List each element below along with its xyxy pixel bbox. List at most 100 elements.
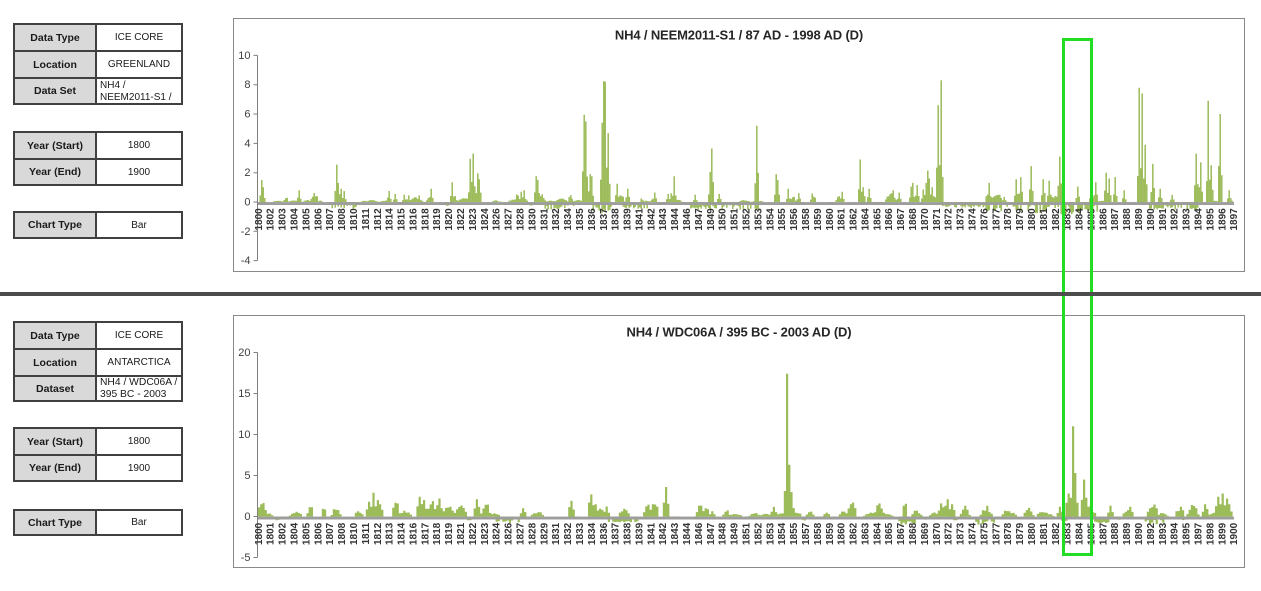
svg-text:1873: 1873 (956, 522, 967, 545)
svg-text:1876: 1876 (979, 208, 990, 231)
svg-text:1864: 1864 (872, 522, 883, 545)
svg-text:1841: 1841 (634, 208, 645, 231)
svg-text:1875: 1875 (979, 522, 990, 545)
svg-text:1834: 1834 (563, 208, 574, 231)
svg-text:1893: 1893 (1158, 522, 1169, 545)
svg-text:1821: 1821 (456, 522, 467, 545)
svg-text:1827: 1827 (516, 522, 527, 545)
svg-text:1830: 1830 (527, 208, 538, 231)
svg-text:1811: 1811 (361, 522, 372, 544)
svg-text:1811: 1811 (361, 208, 372, 230)
svg-text:1873: 1873 (956, 208, 967, 231)
svg-text:NH4 / NEEM2011-S1 / 87 AD - 19: NH4 / NEEM2011-S1 / 87 AD - 1998 AD (D) (615, 28, 863, 43)
svg-text:1816: 1816 (408, 208, 419, 231)
svg-text:5: 5 (244, 470, 250, 482)
svg-text:1836: 1836 (587, 208, 598, 231)
svg-text:1872: 1872 (944, 208, 955, 231)
svg-text:1891: 1891 (1158, 208, 1169, 231)
svg-text:1847: 1847 (694, 208, 705, 231)
svg-text:1822: 1822 (456, 208, 467, 231)
svg-text:1849: 1849 (730, 522, 741, 545)
svg-text:1822: 1822 (468, 522, 479, 545)
svg-text:1890: 1890 (1134, 522, 1145, 545)
svg-text:1894: 1894 (1170, 522, 1181, 545)
svg-text:1856: 1856 (789, 208, 800, 231)
svg-text:1824: 1824 (492, 522, 503, 545)
svg-text:1805: 1805 (301, 208, 312, 231)
svg-text:1874: 1874 (968, 522, 979, 545)
svg-text:1850: 1850 (718, 208, 729, 231)
svg-text:1819: 1819 (444, 522, 455, 545)
svg-text:1883: 1883 (1063, 208, 1074, 231)
svg-text:1858: 1858 (801, 208, 812, 231)
svg-text:1818: 1818 (432, 522, 443, 545)
svg-text:1860: 1860 (825, 208, 836, 231)
svg-text:1802: 1802 (278, 522, 289, 545)
svg-text:1888: 1888 (1110, 522, 1121, 545)
svg-text:1813: 1813 (385, 522, 396, 545)
svg-text:1892: 1892 (1146, 522, 1157, 545)
svg-text:1887: 1887 (1110, 208, 1121, 231)
svg-text:1810: 1810 (349, 208, 360, 231)
svg-text:1857: 1857 (801, 522, 812, 545)
svg-text:1895: 1895 (1205, 208, 1216, 231)
svg-text:10: 10 (238, 50, 250, 62)
svg-text:1897: 1897 (1194, 522, 1205, 545)
svg-text:1881: 1881 (1039, 208, 1050, 231)
svg-text:1800: 1800 (254, 522, 265, 545)
svg-text:1870: 1870 (920, 208, 931, 231)
svg-text:1806: 1806 (313, 208, 324, 231)
svg-text:1814: 1814 (397, 522, 408, 545)
svg-text:1826: 1826 (492, 208, 503, 231)
svg-text:1846: 1846 (682, 208, 693, 231)
svg-text:1831: 1831 (551, 522, 562, 545)
svg-text:1854: 1854 (765, 208, 776, 231)
svg-text:1804: 1804 (290, 208, 301, 231)
svg-text:1893: 1893 (1182, 208, 1193, 231)
svg-text:1867: 1867 (896, 522, 907, 545)
svg-text:1801: 1801 (266, 522, 277, 545)
svg-text:1853: 1853 (753, 208, 764, 231)
svg-text:1816: 1816 (408, 522, 419, 545)
svg-text:1863: 1863 (861, 522, 872, 545)
svg-text:NH4 / WDC06A / 395 BC - 2003 A: NH4 / WDC06A / 395 BC - 2003 AD (D) (627, 325, 852, 340)
svg-text:1881: 1881 (1039, 522, 1050, 545)
svg-text:1814: 1814 (385, 208, 396, 231)
svg-text:1862: 1862 (849, 208, 860, 231)
svg-text:1819: 1819 (432, 208, 443, 231)
svg-text:1846: 1846 (694, 522, 705, 545)
svg-text:1869: 1869 (920, 522, 931, 545)
svg-text:1823: 1823 (468, 208, 479, 231)
svg-text:1841: 1841 (646, 522, 657, 545)
svg-text:0: 0 (244, 197, 250, 209)
svg-text:1812: 1812 (373, 522, 384, 545)
svg-text:1852: 1852 (753, 522, 764, 545)
svg-text:1828: 1828 (527, 522, 538, 545)
svg-text:4: 4 (244, 138, 250, 150)
svg-text:-2: -2 (241, 226, 251, 238)
svg-text:1861: 1861 (837, 208, 848, 231)
svg-text:1806: 1806 (313, 522, 324, 545)
svg-text:1805: 1805 (301, 522, 312, 545)
svg-text:1810: 1810 (349, 522, 360, 545)
svg-text:1874: 1874 (968, 208, 979, 231)
svg-text:1844: 1844 (670, 208, 681, 231)
svg-text:1860: 1860 (837, 522, 848, 545)
svg-text:1842: 1842 (658, 522, 669, 545)
svg-text:1807: 1807 (325, 522, 336, 545)
svg-text:1859: 1859 (813, 208, 824, 231)
svg-text:1854: 1854 (777, 522, 788, 545)
svg-text:1817: 1817 (420, 522, 431, 545)
svg-text:1865: 1865 (872, 208, 883, 231)
svg-text:1859: 1859 (825, 522, 836, 545)
svg-text:2: 2 (244, 167, 250, 179)
svg-text:1872: 1872 (944, 522, 955, 545)
svg-text:1878: 1878 (1003, 208, 1014, 231)
svg-text:1815: 1815 (397, 208, 408, 231)
svg-text:1877: 1877 (991, 522, 1002, 545)
svg-text:1871: 1871 (932, 208, 943, 231)
svg-text:1849: 1849 (706, 208, 717, 231)
svg-text:15: 15 (238, 388, 250, 400)
svg-text:1879: 1879 (1015, 522, 1026, 545)
svg-text:1823: 1823 (480, 522, 491, 545)
